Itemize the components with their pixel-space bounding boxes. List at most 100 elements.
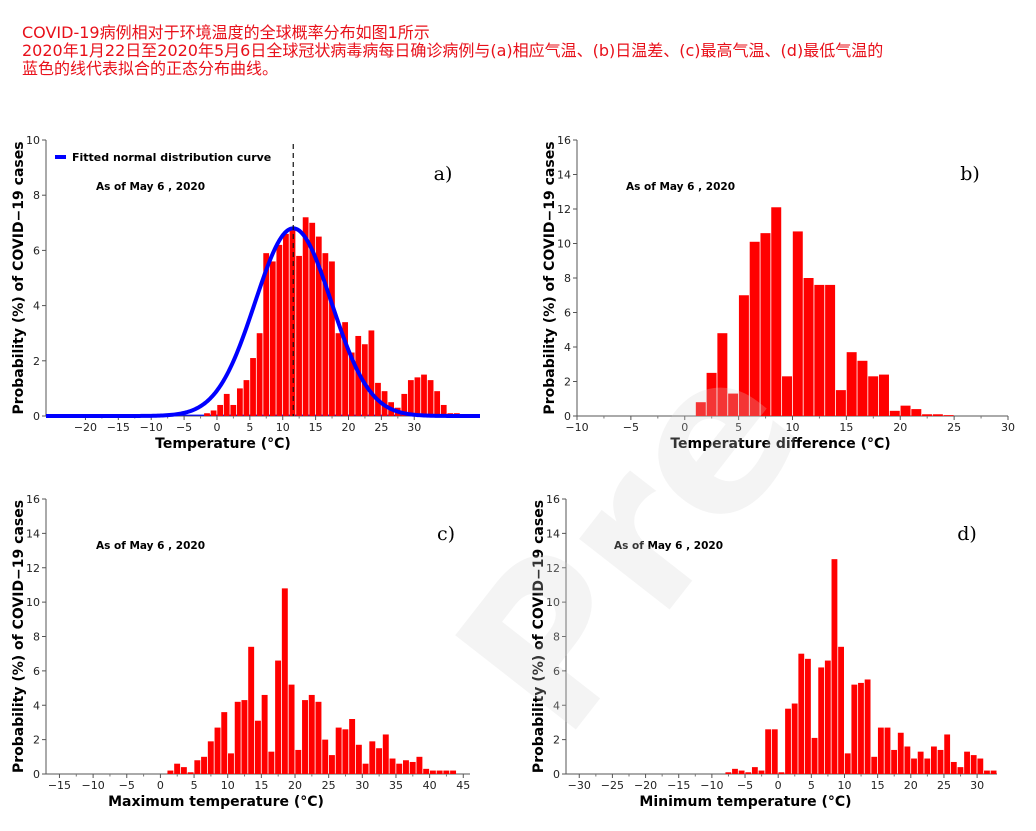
bar <box>825 284 836 416</box>
y-tick-label: 12 <box>26 562 40 575</box>
y-tick-label: 6 <box>33 244 40 257</box>
bar <box>924 758 931 774</box>
bar <box>450 770 457 774</box>
bar <box>732 768 738 774</box>
x-tick-label: 5 <box>808 779 815 792</box>
bar <box>369 741 376 774</box>
bar <box>342 729 349 774</box>
x-tick-label: 0 <box>213 421 220 434</box>
bar <box>414 377 421 416</box>
date-annotation: As of May 6 , 2020 <box>96 181 205 193</box>
bar <box>296 255 302 416</box>
y-tick-label: 8 <box>33 189 40 202</box>
bar <box>944 734 951 774</box>
bar <box>950 761 957 774</box>
y-tick-label: 0 <box>553 768 560 781</box>
x-tick-label: 25 <box>937 779 951 792</box>
panel-label: a) <box>434 163 453 185</box>
y-tick-label: 6 <box>33 665 40 678</box>
bar <box>760 233 771 416</box>
bar <box>884 727 891 774</box>
x-tick-label: 10 <box>221 779 235 792</box>
bar <box>302 700 308 774</box>
bar <box>864 679 871 774</box>
y-tick-label: 10 <box>26 134 40 147</box>
chart-panel-1: 0 2 4 6 8 10 −20 −15 −10 −5 0 5 10 15 20 25 30 Fitted nor… <box>11 134 481 452</box>
bar <box>322 253 329 416</box>
bar <box>824 660 831 774</box>
bar <box>204 413 210 416</box>
bar <box>421 374 427 416</box>
bar <box>289 228 296 416</box>
date-annotation: As of May 6 , 2020 <box>96 540 205 552</box>
x-axis-label: Maximum temperature (°C) <box>108 794 324 810</box>
x-tick-label: 15 <box>254 779 268 792</box>
y-tick-label: 10 <box>557 238 571 251</box>
bar <box>897 732 904 774</box>
bar <box>911 409 922 416</box>
y-tick-label: 4 <box>33 699 40 712</box>
x-tick-label: 25 <box>322 779 336 792</box>
chart-panel-3: 0 2 4 6 8 10 12 14 16 −15 −10 −5 0 5 10 15 20 25 30 35 40 45 A… <box>11 493 470 810</box>
y-tick-label: 2 <box>564 376 571 389</box>
bar <box>792 231 803 416</box>
bar <box>977 758 984 774</box>
chart-panel-4: 0 2 4 6 8 10 12 14 16 −30 −25 −20 −15 −10 −5 0 5 10 15 20 25… <box>531 493 997 810</box>
bar <box>254 720 261 774</box>
bar <box>758 770 765 774</box>
y-tick-label: 6 <box>564 307 571 320</box>
bar <box>900 405 911 416</box>
bar <box>423 768 430 774</box>
y-tick-label: 14 <box>557 169 571 182</box>
bar <box>376 748 383 774</box>
y-axis-label: Probability (%) of COVID−19 cases <box>531 500 547 773</box>
panel-label: d) <box>957 523 977 545</box>
bar <box>335 333 342 416</box>
x-tick-label: 45 <box>456 779 470 792</box>
bar <box>248 646 255 774</box>
bar <box>342 322 348 416</box>
x-tick-label: 20 <box>288 779 302 792</box>
bar <box>917 751 924 774</box>
bar <box>818 667 825 774</box>
bar <box>329 261 335 416</box>
y-tick-label: 12 <box>546 562 560 575</box>
bar <box>389 758 396 774</box>
bar <box>717 333 728 416</box>
bar <box>725 772 732 774</box>
date-annotation: As of May 6 , 2020 <box>614 540 723 552</box>
bar <box>217 404 224 416</box>
bar <box>695 402 706 416</box>
x-tick-label: 5 <box>735 421 742 434</box>
bar <box>889 410 900 416</box>
y-tick-label: 10 <box>26 596 40 609</box>
x-tick-label: −15 <box>667 779 690 792</box>
bar <box>814 284 825 416</box>
y-tick-label: 16 <box>546 493 560 506</box>
bar <box>276 244 283 416</box>
bar <box>957 767 964 774</box>
bar <box>223 393 230 416</box>
bar <box>877 727 884 774</box>
y-tick-label: 10 <box>546 596 560 609</box>
bar <box>990 770 997 774</box>
x-tick-label: 30 <box>1001 421 1015 434</box>
x-tick-label: 40 <box>423 779 437 792</box>
x-tick-label: −10 <box>565 421 588 434</box>
bar <box>846 352 857 416</box>
bar <box>749 241 760 416</box>
y-tick-label: 14 <box>26 527 40 540</box>
x-axis-label: Temperature (°C) <box>155 436 291 452</box>
y-tick-label: 6 <box>553 665 560 678</box>
bar <box>302 217 309 416</box>
bar <box>429 770 436 774</box>
bar <box>706 372 717 416</box>
y-tick-label: 16 <box>557 134 571 147</box>
bar <box>930 746 937 774</box>
x-tick-label: −10 <box>140 421 163 434</box>
bar <box>838 646 844 774</box>
x-tick-label: 30 <box>407 421 421 434</box>
bar <box>984 770 990 774</box>
bar <box>728 393 739 416</box>
y-tick-label: 4 <box>553 699 560 712</box>
